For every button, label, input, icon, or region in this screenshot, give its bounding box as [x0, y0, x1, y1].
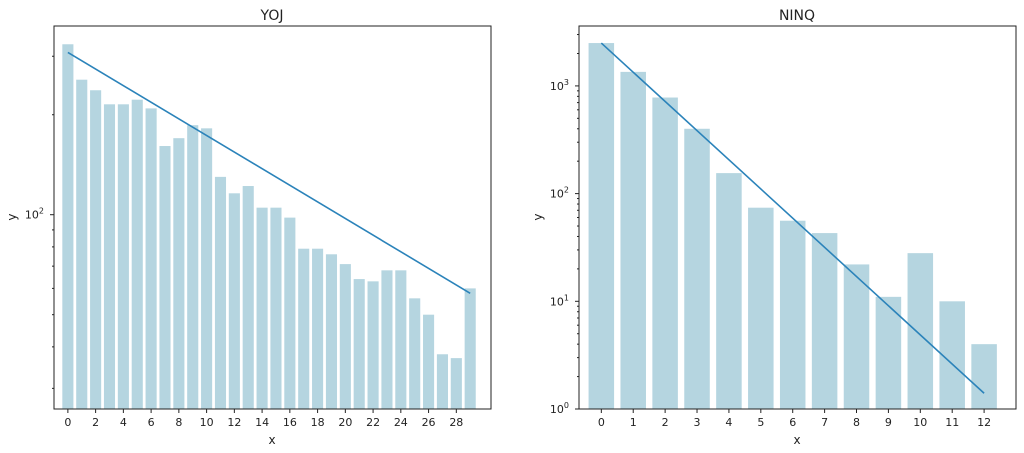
bar [811, 233, 838, 409]
y-ticks: 100 101 102 103 [550, 34, 579, 416]
x-tick-label: 4 [725, 416, 732, 429]
bars [588, 43, 997, 410]
bar [228, 193, 240, 409]
y-axis-label: y [5, 213, 19, 220]
x-tick-label: 26 [422, 416, 436, 429]
y-tick-label: 102 [25, 207, 44, 222]
bar [939, 301, 965, 409]
x-tick-label: 3 [694, 416, 701, 429]
bar [145, 108, 157, 410]
x-tick-label: 6 [148, 416, 155, 429]
bar [423, 314, 435, 409]
bar [395, 270, 407, 409]
bar [62, 44, 74, 410]
bar [716, 173, 742, 409]
bar [76, 79, 88, 409]
bar [779, 220, 806, 409]
x-tick-label: 8 [175, 416, 182, 429]
x-tick-label: 11 [945, 416, 959, 429]
bar [256, 207, 268, 409]
x-ticks: 0 2 4 6 8 10 12 14 16 18 20 22 24 26 28 [64, 409, 463, 429]
x-tick-label: 18 [311, 416, 325, 429]
bar [201, 128, 213, 409]
bar [298, 248, 310, 409]
x-tick-label: 4 [120, 416, 127, 429]
bar [339, 264, 351, 409]
bar [131, 99, 143, 410]
bar [436, 354, 448, 409]
bar [907, 253, 934, 409]
bar [875, 296, 902, 409]
x-tick-label: 10 [913, 416, 927, 429]
plot-frame [53, 25, 492, 410]
bar [464, 288, 476, 409]
bar [748, 207, 774, 409]
y-tick-label: 103 [550, 78, 569, 93]
trend-line-path [600, 42, 985, 394]
x-axis-label: x [268, 433, 275, 447]
plot-frame [578, 25, 1017, 410]
bar [620, 71, 646, 409]
x-axis-label: x [793, 433, 800, 447]
y-ticks: 102 [25, 55, 54, 389]
x-tick-label: 0 [64, 416, 71, 429]
y-axis-label: y [531, 213, 545, 220]
bar [214, 176, 227, 409]
bar [270, 207, 282, 409]
chart-title: NINQ [779, 8, 815, 24]
trend-line [600, 42, 985, 394]
bar [103, 104, 116, 409]
bar [409, 298, 421, 409]
x-tick-label: 14 [255, 416, 269, 429]
bar [284, 217, 296, 409]
bar [353, 279, 365, 409]
bar [173, 138, 185, 409]
x-tick-label: 24 [394, 416, 408, 429]
x-tick-label: 5 [757, 416, 764, 429]
x-ticks: 0 1 2 3 4 5 6 7 8 9 10 11 12 [598, 409, 991, 429]
bar [90, 90, 102, 410]
bar [652, 97, 678, 409]
x-tick-label: 1 [630, 416, 637, 429]
y-tick-label: 100 [550, 401, 569, 416]
x-tick-label: 12 [227, 416, 241, 429]
x-tick-label: 8 [853, 416, 860, 429]
x-tick-label: 2 [662, 416, 669, 429]
bar [684, 128, 710, 409]
bar [381, 270, 393, 409]
trend-line-path [67, 51, 471, 294]
y-tick-label: 102 [550, 186, 569, 201]
y-tick-label: 101 [550, 293, 569, 308]
bar [325, 254, 338, 409]
x-tick-label: 12 [977, 416, 991, 429]
x-tick-label: 28 [449, 416, 463, 429]
chart-title: YOJ [260, 8, 284, 24]
x-tick-label: 6 [789, 416, 796, 429]
bar [450, 358, 462, 409]
x-tick-label: 22 [366, 416, 380, 429]
x-tick-label: 2 [92, 416, 99, 429]
x-tick-label: 16 [283, 416, 297, 429]
chart-yoj: YOJ x y 0 2 4 6 8 10 12 14 16 18 20 22 24 26 28 102 [5, 8, 492, 447]
bar [117, 104, 129, 409]
bars [62, 44, 476, 410]
x-tick-label: 10 [200, 416, 214, 429]
x-tick-label: 0 [598, 416, 605, 429]
bar [588, 43, 615, 410]
bar [971, 344, 997, 409]
bar [843, 264, 870, 409]
bar [159, 146, 171, 409]
bar [242, 186, 254, 409]
bar [187, 125, 199, 409]
trend-line [67, 51, 471, 294]
bar [367, 281, 379, 409]
x-tick-label: 7 [821, 416, 828, 429]
x-tick-label: 9 [885, 416, 892, 429]
bar [312, 248, 324, 409]
x-tick-label: 20 [338, 416, 352, 429]
